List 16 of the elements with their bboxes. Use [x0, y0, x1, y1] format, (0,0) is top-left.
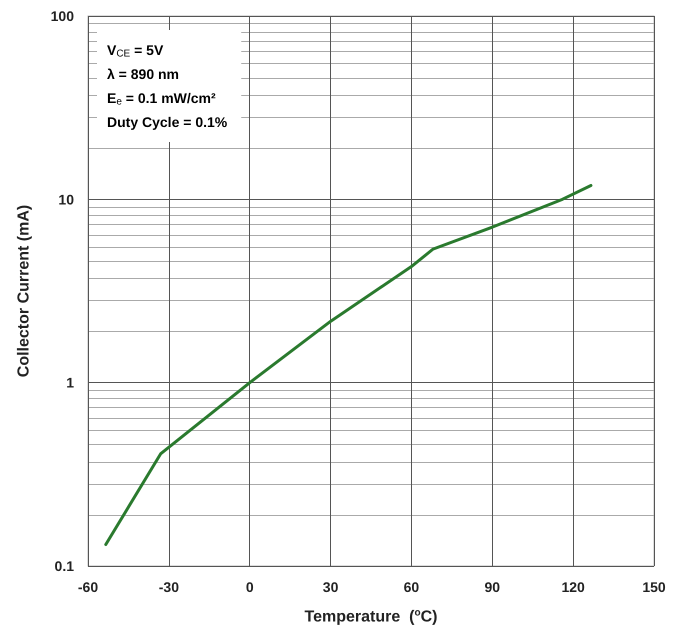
x-tick-label: -30 [158, 579, 180, 595]
y-tick-label: 0.1 [54, 558, 74, 574]
annotation: λ = 890 nm [107, 66, 179, 82]
annotation: Duty Cycle = 0.1% [107, 114, 228, 130]
x-tick-label: 150 [642, 579, 666, 595]
x-tick-label: 120 [561, 579, 586, 595]
x-tick-label: 30 [322, 579, 339, 595]
y-axis-title: Collector Current (mA) [16, 204, 32, 378]
line-series [104, 184, 592, 546]
x-tick-label: -60 [78, 579, 98, 595]
x-tick-label: 90 [484, 579, 500, 595]
x-tick-label: 0 [246, 579, 254, 595]
x-tick-label: 60 [404, 579, 420, 595]
y-tick-label: 100 [50, 8, 74, 24]
y-tick-label: 1 [66, 374, 74, 391]
y-tick-label: 10 [58, 191, 74, 208]
